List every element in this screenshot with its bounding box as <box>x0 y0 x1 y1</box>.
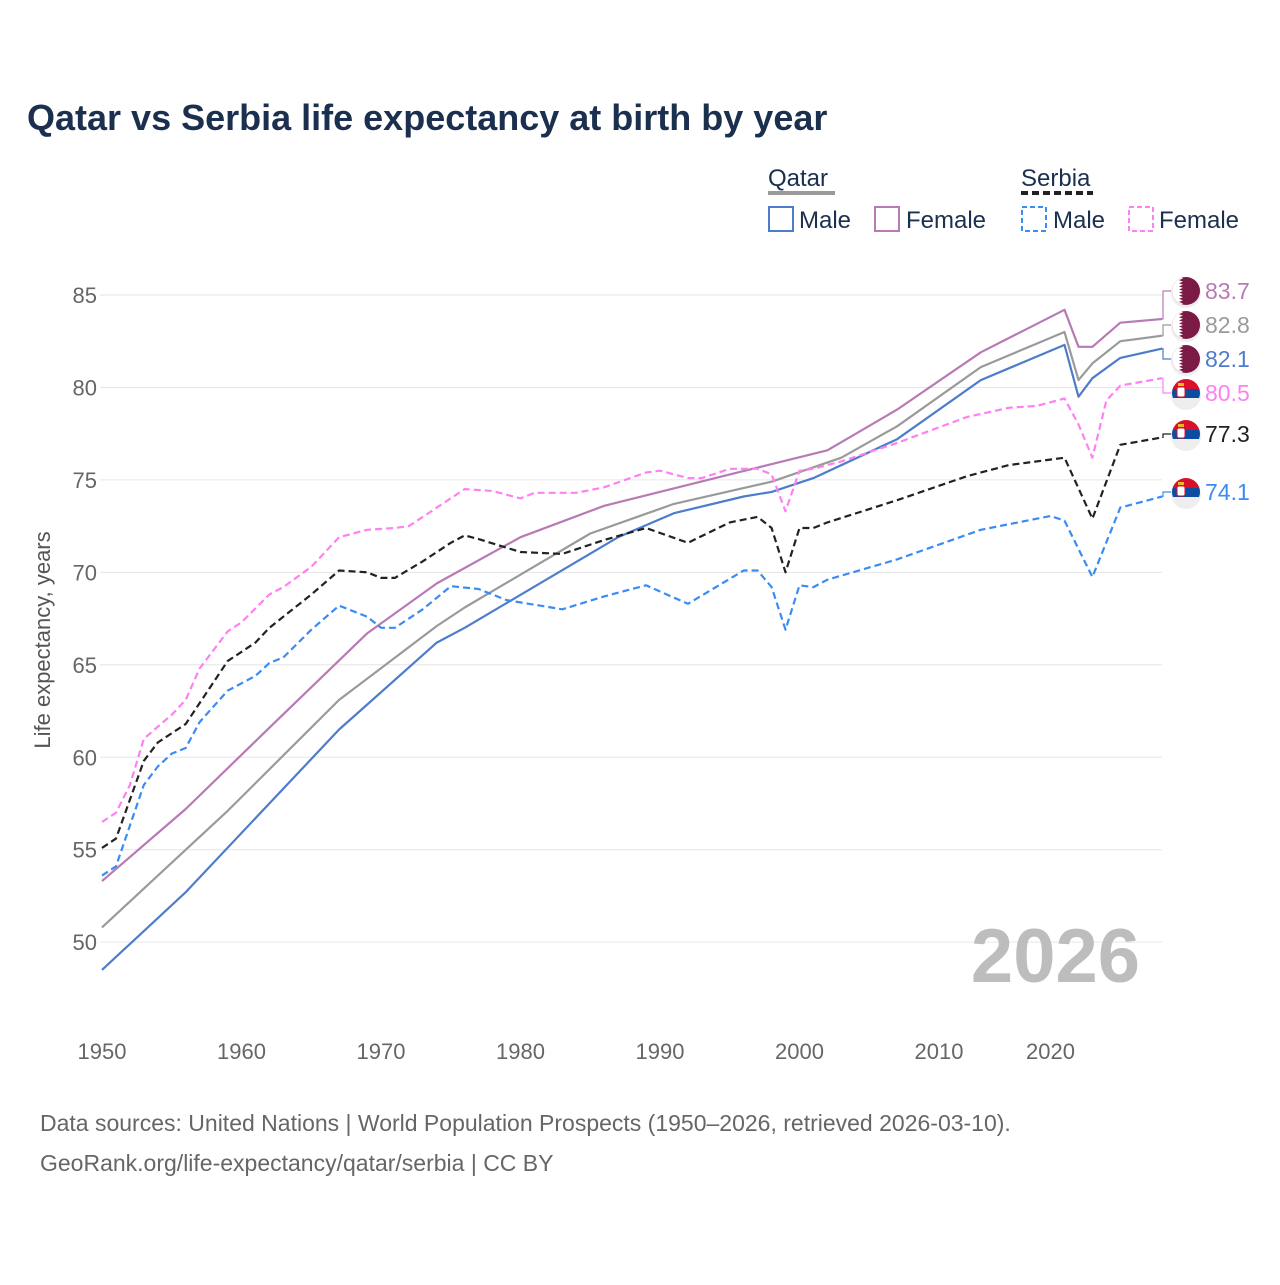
end-connector <box>1162 290 1172 320</box>
y-axis-label: Life expectancy, years <box>30 531 55 748</box>
end-connector <box>1162 433 1172 438</box>
legend-serbia-female-label: Female <box>1159 207 1239 234</box>
x-tick-label: 2010 <box>915 1039 964 1064</box>
footer-link: GeoRank.org/life-expectancy/qatar/serbia… <box>40 1150 554 1176</box>
legend-qatar-female-label: Female <box>906 207 986 234</box>
x-tick-label: 1990 <box>636 1039 685 1064</box>
end-value-label: 80.5 <box>1205 380 1250 406</box>
series-line-serbia-female <box>101 377 1163 823</box>
end-value-label: 82.8 <box>1205 312 1250 338</box>
x-tick-label: 2000 <box>775 1039 824 1064</box>
serbia-flag-icon <box>1171 379 1201 410</box>
qatar-flag-icon <box>1171 345 1201 376</box>
y-tick-label: 70 <box>73 560 97 585</box>
qatar-flag-icon <box>1171 311 1201 342</box>
legend-qatar-title: Qatar <box>768 165 828 192</box>
y-tick-label: 75 <box>73 468 97 493</box>
x-tick-label: 1980 <box>496 1039 545 1064</box>
y-tick-label: 80 <box>73 375 97 400</box>
x-tick-label: 1970 <box>357 1039 406 1064</box>
end-value-label: 77.3 <box>1205 421 1250 447</box>
series-line-serbia-male <box>101 495 1163 877</box>
chart-title: Qatar vs Serbia life expectancy at birth… <box>27 97 827 138</box>
series-line-qatar-male <box>101 343 1163 971</box>
end-connector <box>1162 377 1172 394</box>
gridlines <box>100 294 1162 943</box>
end-value-label: 83.7 <box>1205 278 1250 304</box>
series-line-qatar-female <box>101 308 1163 882</box>
legend-serbia-title: Serbia <box>1021 165 1091 192</box>
y-tick-label: 50 <box>73 930 97 955</box>
series-line-qatar-total <box>101 330 1163 929</box>
end-connector <box>1162 491 1172 498</box>
legend: Qatar Male Female Serbia Male Female <box>768 165 1239 234</box>
serbia-flag-icon <box>1171 478 1201 509</box>
y-axis-ticks: 50 55 60 65 70 75 80 85 <box>73 283 97 955</box>
legend-qatar-female-swatch <box>874 206 900 232</box>
x-tick-label: 1960 <box>217 1039 266 1064</box>
y-tick-label: 60 <box>73 745 97 770</box>
end-value-label: 74.1 <box>1205 479 1250 505</box>
legend-serbia-male-label: Male <box>1053 207 1105 234</box>
end-labels: 83.7 82.8 82.1 80.5 77.3 74.1 <box>1162 277 1250 509</box>
x-tick-label: 1950 <box>78 1039 127 1064</box>
legend-qatar-line <box>768 191 835 195</box>
x-axis-ticks: 1950 1960 1970 1980 1990 2000 2010 2020 <box>78 1039 1075 1064</box>
series-line-serbia-total <box>101 436 1163 849</box>
year-watermark: 2026 <box>971 914 1140 999</box>
legend-serbia-female-swatch <box>1128 206 1154 232</box>
x-tick-label: 2020 <box>1026 1039 1075 1064</box>
y-tick-label: 55 <box>73 838 97 863</box>
legend-qatar-male-label: Male <box>799 207 851 234</box>
y-tick-label: 65 <box>73 653 97 678</box>
end-value-label: 82.1 <box>1205 346 1250 372</box>
y-tick-label: 85 <box>73 283 97 308</box>
end-connector <box>1162 348 1172 360</box>
footer-source: Data sources: United Nations | World Pop… <box>40 1110 1011 1136</box>
series-lines <box>101 308 1163 971</box>
legend-qatar-male-swatch <box>768 206 794 232</box>
legend-serbia-male-swatch <box>1021 206 1047 232</box>
serbia-flag-icon <box>1171 420 1201 451</box>
qatar-flag-icon <box>1171 277 1201 308</box>
end-connector <box>1162 324 1172 337</box>
